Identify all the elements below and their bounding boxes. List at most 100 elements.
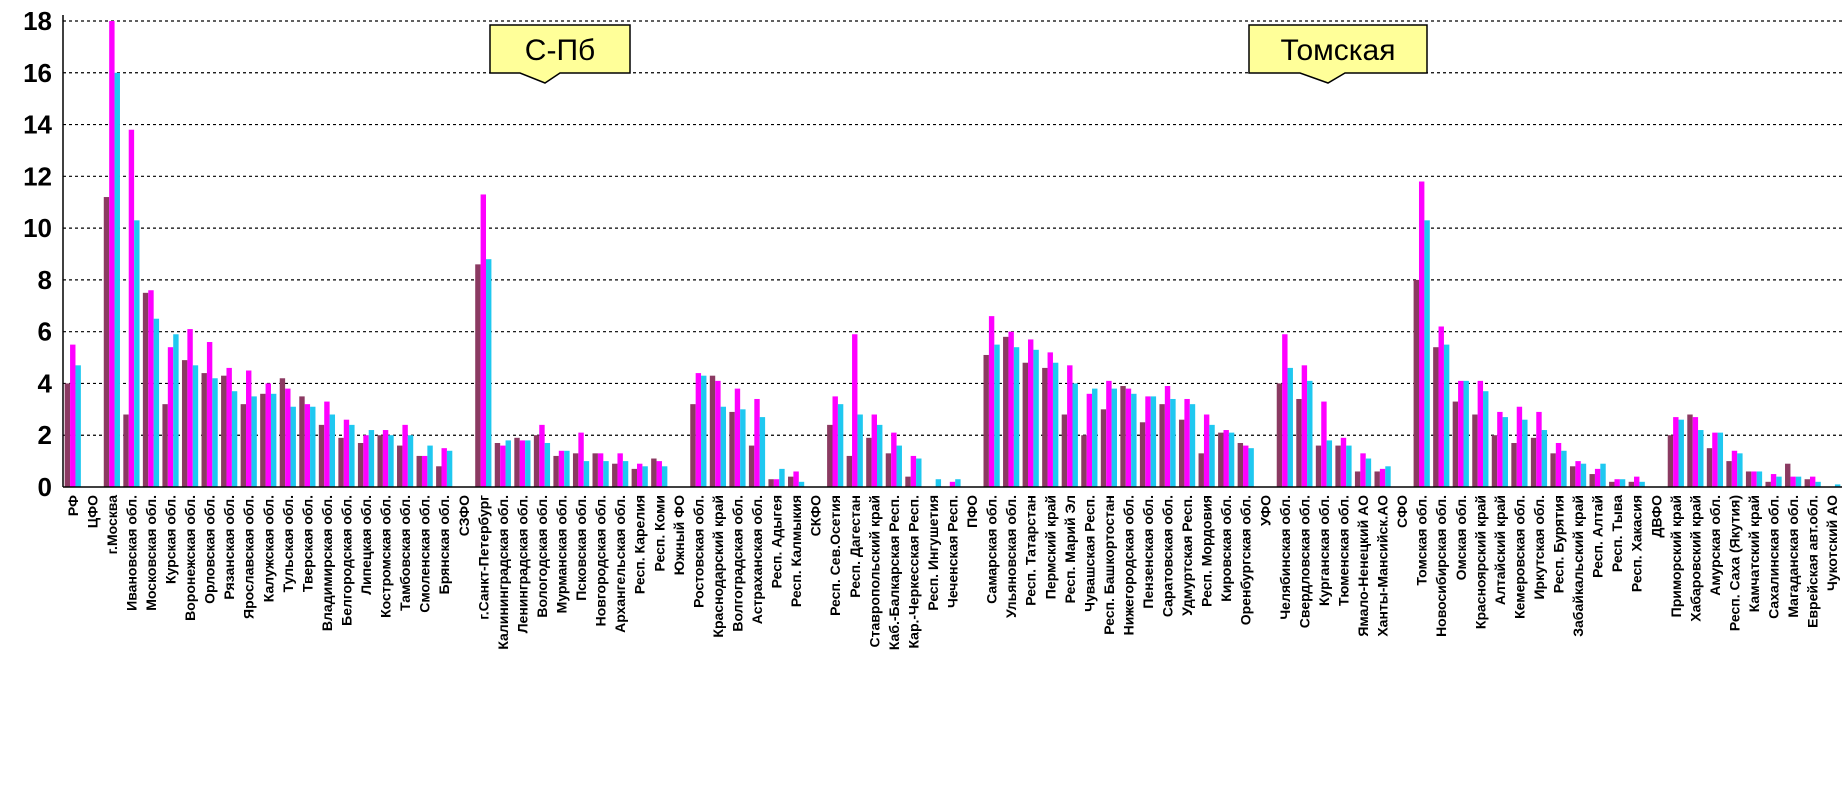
x-tick-label: Ульяновская обл. [1003,495,1019,618]
bar [935,479,942,487]
bar [1276,383,1283,487]
bar [544,442,551,487]
bar [1237,442,1244,487]
bar [564,450,570,487]
bar [1639,481,1645,487]
x-tick-label: Забайкальский край [1570,495,1586,637]
bar [1033,349,1039,487]
x-tick-label: Респ. Тыва [1609,495,1625,572]
bar [1483,391,1489,487]
bar [690,404,696,487]
bar [1424,220,1430,487]
bar [715,380,721,487]
bar [103,197,110,488]
bar [1550,453,1556,487]
bar [773,479,780,487]
bar [1834,484,1841,487]
bar [1443,344,1450,487]
bar [1159,404,1165,487]
bar [446,450,453,487]
bar [226,367,232,487]
x-tick-label: Тверская обл. [299,495,315,592]
x-tick-label: Ростовская обл. [690,495,706,608]
x-tick-label: Каб.-Балкарская Респ. [886,495,902,650]
x-tick-label: Ленинградская обл. [514,495,530,633]
x-tick-label: Респ. Алтай [1590,495,1606,578]
bar [1815,481,1821,487]
x-tick-label: Приморский край [1668,495,1684,617]
bar [642,466,648,487]
bar [553,455,559,487]
bar [514,437,520,487]
x-tick-label: Респ. Адыгея [769,495,785,588]
bar [1296,398,1302,487]
bar [173,334,179,487]
bar [1013,347,1020,487]
bar [1726,461,1732,487]
bar [1745,471,1752,487]
bar [421,455,428,487]
bar [1139,422,1146,487]
x-tick-label: Чувашская Респ. [1081,495,1097,612]
x-tick-label: Краснодарский край [710,495,726,638]
bar [475,264,481,487]
x-tick-label: Магаданская обл. [1785,495,1801,618]
bar [827,424,833,487]
x-tick-label: Респ. Ингушетия [925,495,941,611]
bar [494,442,501,487]
bar [572,453,579,487]
bar [1385,466,1391,487]
bar [955,479,961,487]
bar [1511,442,1517,487]
bar [701,375,707,487]
bar [916,458,922,487]
bar [318,424,325,487]
x-tick-label: СФО [1394,495,1410,528]
bar [1619,479,1626,487]
y-tick-label: 18 [23,6,52,36]
x-tick-label: Волгоградская обл. [729,495,745,632]
x-tick-label: Брянская обл. [436,495,452,594]
x-tick-label: Новосибирская обл. [1433,495,1449,637]
bar [617,453,623,487]
x-tick-label: Астраханская обл. [749,495,765,624]
bar [265,383,271,487]
y-tick-label: 12 [23,161,52,191]
bar [377,435,383,487]
bar [187,329,193,487]
bar [1374,471,1380,487]
bar [310,406,316,487]
bar [759,417,766,487]
gridlines [63,20,1842,436]
x-tick-label: Кировская обл. [1218,495,1234,602]
x-tick-label: Тамбовская обл. [397,495,413,611]
x-tick-label: Респ. Саха (Якутия) [1726,495,1742,631]
bar [285,388,291,487]
bar [480,194,487,487]
bar [1491,435,1498,487]
bar [949,481,956,487]
x-tick-label: Курская обл. [163,495,179,584]
bar [661,466,668,487]
bar [75,365,81,487]
bar [637,463,643,487]
x-tick-label: Удмуртская Респ. [1179,495,1195,616]
bar [1052,362,1059,487]
x-tick-label: Респ. Марий Эл [1062,495,1078,603]
bar [1301,365,1308,487]
bar [709,375,716,487]
x-tick-label: ДВФО [1648,495,1664,538]
bar [363,435,369,487]
bar [866,437,872,487]
x-axis: РФ ЦФО г.Москва Ивановская обл. Московская о… [63,486,1842,650]
x-tick-label: Калужская обл. [260,495,276,602]
bar [558,450,565,487]
bar [1218,432,1224,487]
bar [1203,414,1210,487]
y-tick-label: 4 [38,368,53,398]
bar [983,354,989,487]
bar [1092,388,1098,487]
bar [1346,445,1352,487]
x-tick-label: Хабаровский край [1687,495,1703,622]
